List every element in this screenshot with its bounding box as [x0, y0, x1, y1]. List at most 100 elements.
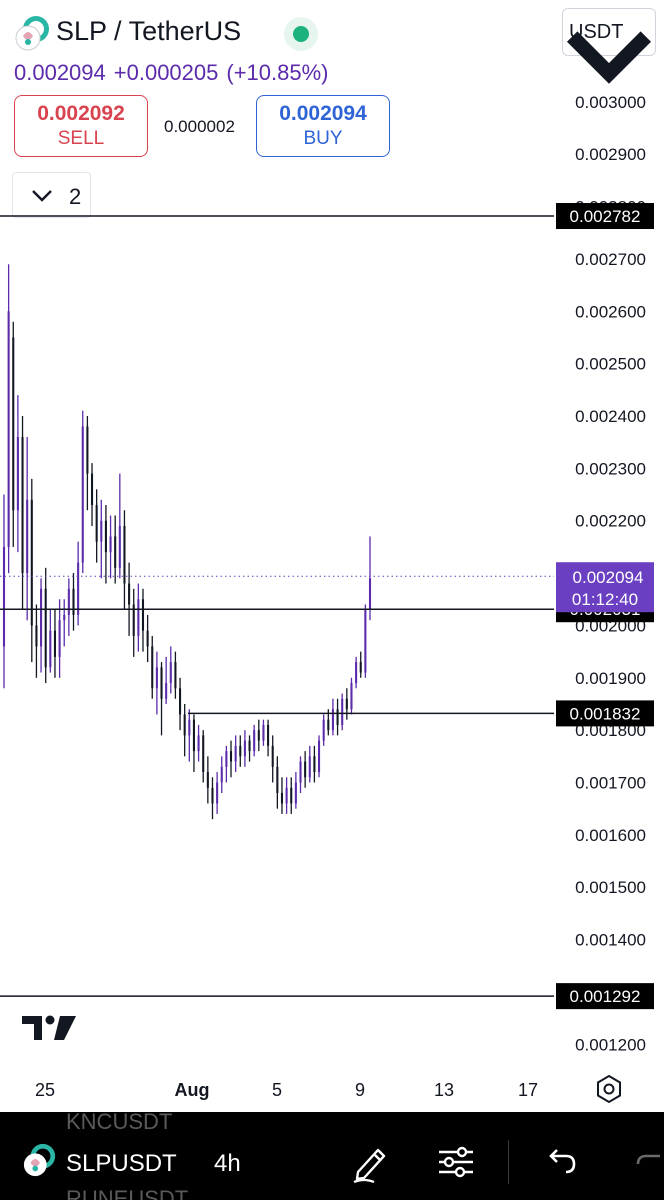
time-tick: 13 — [433, 1080, 455, 1100]
candle-body — [77, 562, 80, 615]
spread-value: 0.000002 — [164, 117, 235, 136]
buy-label: BUY — [303, 128, 343, 149]
candle-body — [123, 525, 126, 584]
currency-select[interactable]: USDT — [562, 8, 656, 84]
candle-body — [141, 599, 145, 631]
candle-body — [165, 683, 168, 699]
candle-body — [243, 740, 246, 757]
candle-body — [345, 698, 348, 710]
candle-body — [336, 709, 339, 725]
candle-body — [160, 667, 163, 699]
price-axis-tick: 0.001500 — [575, 878, 646, 897]
candle-body — [290, 787, 293, 804]
candle-body — [183, 714, 186, 736]
candle-body — [86, 426, 89, 474]
candle-body — [132, 604, 135, 636]
time-tick: 25 — [34, 1080, 56, 1100]
candle-body — [21, 436, 24, 574]
symbol-button[interactable]: SLPUSDT — [66, 1150, 177, 1177]
price-axis-tick: 0.001300 — [575, 983, 646, 1002]
candle-body — [179, 688, 182, 715]
pencil-icon[interactable] — [350, 1142, 390, 1184]
candle-body — [137, 599, 140, 636]
candle-body — [192, 719, 195, 752]
indicators-collapse-button[interactable]: 2 — [12, 172, 91, 218]
candle-body — [229, 751, 233, 762]
time-tick: Aug — [174, 1080, 210, 1100]
last-price: 0.002094 — [14, 60, 106, 85]
candle-body — [146, 630, 149, 647]
tradingview-logo-icon — [22, 1015, 76, 1040]
candle-body — [104, 520, 107, 553]
price-axis-tick: 0.002600 — [575, 302, 646, 321]
horizontal-line-label: 0.002031 — [570, 600, 641, 619]
indicator-count: 2 — [69, 184, 82, 209]
candle-body — [299, 761, 302, 783]
adjacent-symbol-ghost: RUNEUSDT — [66, 1186, 189, 1200]
price-axis-tick: 0.001400 — [575, 931, 646, 950]
candle-body — [12, 337, 15, 511]
candle-body — [197, 735, 200, 752]
coin-logo-icon — [15, 16, 49, 51]
current-price-label-box — [556, 562, 654, 613]
redo-icon[interactable] — [634, 1142, 664, 1176]
symbol-title[interactable]: SLP / TetherUS — [56, 16, 242, 46]
candle-body — [63, 614, 66, 621]
price-axis-tick: 0.001800 — [575, 721, 646, 740]
candle-body — [2, 546, 6, 647]
candle-body — [285, 787, 288, 804]
candle-body — [188, 719, 191, 736]
price-change-percent: (+10.85%) — [226, 60, 329, 85]
candle-body — [151, 646, 154, 689]
candle-body — [53, 630, 57, 657]
candle-body — [317, 740, 321, 773]
candle-body — [276, 766, 279, 793]
price-axis-tick: 0.002400 — [575, 407, 646, 426]
buy-button[interactable]: 0.002094 BUY — [256, 95, 390, 157]
candle-body — [67, 588, 70, 615]
chart-settings-icon[interactable] — [594, 1074, 624, 1104]
candle-body — [359, 662, 362, 673]
candle-body — [114, 536, 117, 568]
candle-body — [169, 662, 172, 684]
candle-body — [304, 761, 307, 778]
sell-button[interactable]: 0.002092 SELL — [14, 95, 148, 157]
candle-body — [174, 662, 177, 689]
candle-body — [262, 724, 265, 741]
candle-body — [90, 473, 94, 506]
candle-body — [355, 662, 358, 684]
candle-body — [16, 436, 19, 511]
candle-body — [350, 683, 353, 710]
candle-body — [368, 578, 372, 610]
price-axis-tick: 0.001200 — [575, 1035, 646, 1054]
candle-body — [308, 756, 311, 778]
candle-body — [294, 782, 297, 804]
undo-icon[interactable] — [544, 1142, 578, 1176]
candle-body — [331, 709, 334, 731]
candle-body — [216, 782, 219, 804]
price-axis-tick: 0.001600 — [575, 826, 646, 845]
horizontal-line-label-box — [556, 596, 654, 623]
currency-value: USDT — [569, 21, 624, 43]
candle-body — [253, 730, 256, 752]
candle-body — [211, 787, 214, 804]
candle-body — [220, 766, 223, 783]
sell-price: 0.002092 — [37, 102, 125, 125]
candle-body — [280, 792, 284, 804]
time-tick: 5 — [271, 1080, 283, 1100]
price-axis-tick: 0.002000 — [575, 616, 646, 635]
candle-body — [271, 745, 274, 767]
price-axis-tick: 0.001700 — [575, 774, 646, 793]
price-summary: 0.002094 +0.000205 (+10.85%) — [14, 60, 337, 86]
adjacent-symbol-ghost: KNCUSDT — [66, 1112, 173, 1134]
candle-body — [30, 499, 33, 626]
toolbar-divider — [508, 1140, 509, 1184]
candle-body — [313, 756, 316, 773]
candle-body — [239, 745, 242, 757]
interval-button[interactable]: 4h — [214, 1150, 241, 1177]
bar-countdown-label: 01:12:40 — [572, 590, 638, 609]
time-tick: 17 — [517, 1080, 539, 1100]
candle-body — [26, 499, 29, 574]
candle-body — [128, 583, 131, 605]
indicators-sliders-icon[interactable] — [436, 1142, 476, 1182]
